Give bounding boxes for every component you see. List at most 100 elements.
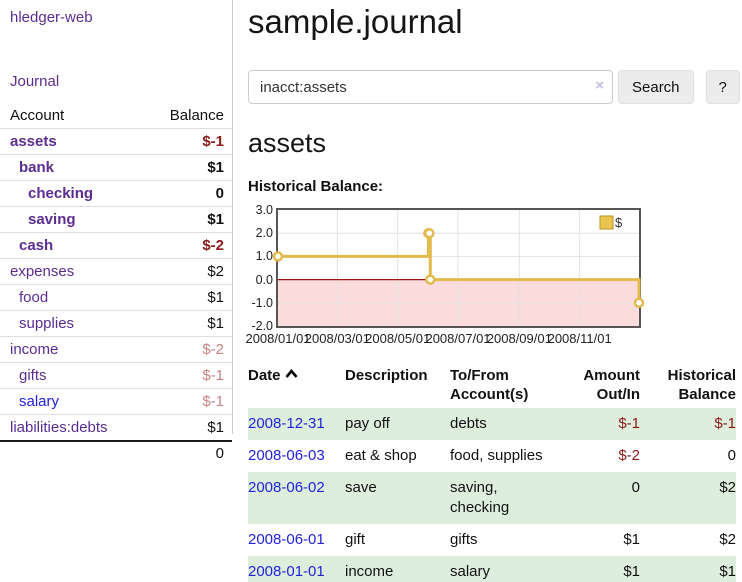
accounts-col-balance: Balance [169,107,224,124]
account-link-expenses[interactable]: expenses [10,263,75,280]
account-link-cash[interactable]: cash [19,237,54,254]
transaction-row: 2008-01-01 income salary $1 $1 [248,556,736,582]
chart-title: Historical Balance: [248,178,384,195]
transaction-date-link[interactable]: 2008-06-02 [248,479,325,496]
search-input[interactable] [248,70,613,104]
account-name-cell: salary [0,388,147,415]
col-date-label: Date [248,367,281,384]
legend-label: $ [615,215,623,230]
account-balance: $1 [146,206,232,233]
account-name-cell: food [0,284,147,311]
account-name-cell: gifts [0,362,147,389]
clear-search-icon[interactable]: × [595,77,604,94]
search-field-wrap: × [248,70,613,104]
x-tick-label: 2008/11/01 [547,331,612,346]
account-name-cell: bank [0,154,147,181]
transaction-balance-cell: $1 [719,563,736,580]
transaction-date-link[interactable]: 2008-06-01 [248,531,325,548]
account-row: saving $1 [0,206,232,233]
search-form: × Search ? [248,70,740,104]
col-accounts: To/From Account(s) [450,367,529,403]
transaction-date-cell: 2008-12-31 [248,408,345,440]
accounts-total-row: 0 [0,440,232,465]
transaction-amount-cell: $1 [623,531,640,548]
sidebar: hledger-web Journal Account Balance asse… [0,0,233,465]
data-point [425,274,436,285]
transaction-accounts-cell: gifts [450,531,478,548]
col-balance: Historical Balance [667,367,736,403]
transaction-date-cell: 2008-06-01 [248,524,345,556]
account-name-cell: liabilities:debts [0,414,147,441]
chart-y-axis: 3.0 2.0 1.0 0.0 -1.0 -2.0 [248,204,276,333]
y-tick-label: 0.0 [255,272,273,287]
account-name-cell: cash [0,232,147,259]
help-button[interactable]: ? [705,70,740,104]
account-link-liabilities-debts[interactable]: liabilities:debts [10,419,108,436]
transactions-table: Date Description To/From Account(s) Amou… [248,364,736,582]
sidebar-item-journal[interactable]: Journal [10,73,60,90]
main-content: sample.journal × Search ? assets Histori… [233,0,742,582]
account-link-income[interactable]: income [10,341,59,358]
y-tick-label: 2.0 [255,226,273,241]
account-balance: $2 [146,258,232,285]
account-link-bank[interactable]: bank [19,159,55,176]
transaction-date-cell: 2008-06-02 [248,472,345,524]
transaction-balance-cell: $2 [719,531,736,548]
transaction-date-cell: 2008-06-03 [248,440,345,472]
account-row: assets $-1 [0,128,232,155]
transaction-amount-cell: 0 [631,479,640,496]
search-button[interactable]: Search [618,70,694,104]
account-balance: $1 [146,154,232,181]
transaction-date-link[interactable]: 2008-01-01 [248,563,325,580]
transaction-amount-cell: $-1 [618,415,640,432]
transaction-row: 2008-06-02 save saving, checking 0 $2 [248,472,736,524]
legend-swatch [599,215,614,230]
col-date[interactable]: Date [248,364,345,408]
balance-chart: 3.0 2.0 1.0 0.0 -1.0 -2.0 $ [248,204,740,333]
account-balance: $1 [146,414,232,441]
account-link-saving[interactable]: saving [28,211,76,228]
transaction-date-link[interactable]: 2008-06-03 [248,447,325,464]
account-link-assets[interactable]: assets [10,133,57,150]
transaction-balance-cell: $2 [719,479,736,496]
transaction-amount-cell: $-2 [618,447,640,464]
account-link-salary[interactable]: salary [19,393,60,410]
account-row: checking 0 [0,180,232,207]
account-balance: $1 [146,310,232,337]
account-link-food[interactable]: food [19,289,49,306]
account-balance: $-1 [146,388,232,415]
col-description: Description [345,367,428,384]
account-balance: $-2 [146,336,232,363]
account-row: salary $-1 [0,388,232,415]
account-name-cell: expenses [0,258,147,285]
account-link-supplies[interactable]: supplies [19,315,75,332]
transaction-description-cell: eat & shop [345,447,417,464]
accounts-col-account: Account [10,107,65,124]
account-row: liabilities:debts $1 [0,414,232,441]
page-title: sample.journal [248,3,463,40]
y-tick-label: -1.0 [251,295,273,310]
transaction-row: 2008-06-03 eat & shop food, supplies $-2 0 [248,440,736,472]
transaction-description-cell: income [345,563,394,580]
account-link-checking[interactable]: checking [28,185,94,202]
transaction-row: 2008-12-31 pay off debts $-1 $-1 [248,408,736,440]
accounts-total-spacer [0,440,147,465]
brand-link[interactable]: hledger-web [10,9,93,26]
transaction-amount-cell: $1 [623,563,640,580]
transaction-date-link[interactable]: 2008-12-31 [248,415,325,432]
balance-chart-svg: $ [272,210,645,326]
account-balance: 0 [146,180,232,207]
account-row: expenses $2 [0,258,232,285]
chart-x-axis: 2008/01/01 2008/03/01 2008/05/01 2008/07/01… [245,331,740,351]
sort-asc-icon [285,369,298,378]
data-point [633,297,645,309]
x-tick-label: 2008/03/01 [304,331,370,346]
account-row: supplies $1 [0,310,232,337]
col-amount: Amount Out/In [583,367,640,403]
x-tick-label: 2008/05/01 [365,331,431,346]
transaction-accounts-cell: salary [450,563,491,580]
transaction-balance-cell: 0 [727,447,736,464]
account-link-gifts[interactable]: gifts [19,367,47,384]
x-tick-label: 2008/07/01 [425,331,491,346]
